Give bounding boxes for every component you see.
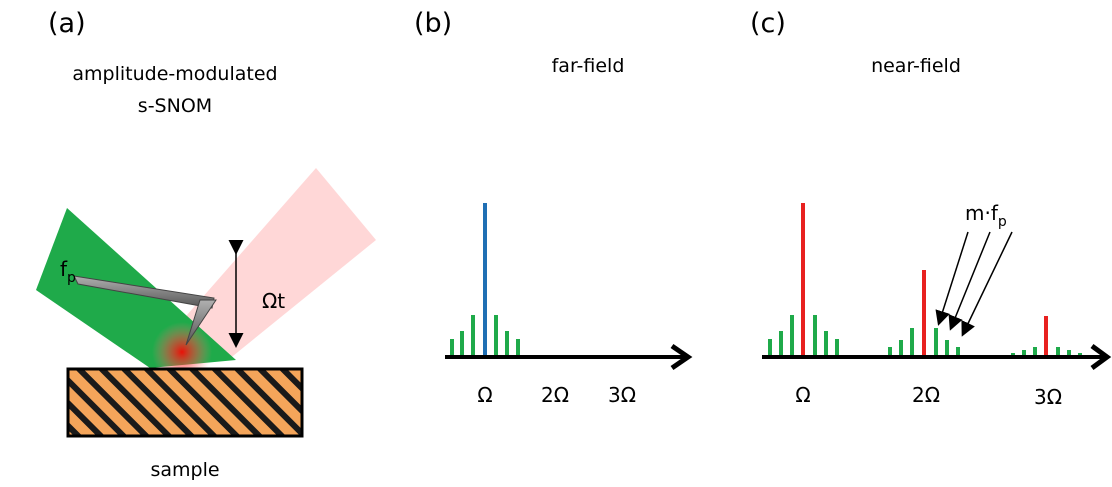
panel-label: (a)	[48, 8, 86, 39]
modulation-label: m·fp	[965, 201, 1007, 230]
label-subscript: p	[998, 214, 1007, 230]
panel-title: amplitude-modulated	[72, 63, 277, 85]
spectrum	[768, 203, 1082, 357]
axis-label: 3Ω	[1034, 385, 1062, 409]
oscillation-label: Ωt	[262, 289, 285, 313]
panel-title: near-field	[871, 55, 961, 77]
panel-label: (c)	[750, 8, 786, 39]
axis-label: Ω	[795, 383, 810, 407]
axis-label: 3Ω	[608, 383, 636, 407]
axis-label: 2Ω	[541, 383, 569, 407]
panel-label: (b)	[414, 8, 452, 39]
pointer-arrow	[939, 232, 968, 323]
panel-title: s-SNOM	[138, 95, 212, 117]
figure: (a) amplitude-modulated s-SNOM fp Ωt sam…	[0, 0, 1112, 487]
sample	[68, 369, 302, 436]
spectrum	[450, 203, 520, 357]
label-subscript: p	[67, 270, 76, 286]
axis-label: 2Ω	[912, 383, 940, 407]
pointer-arrow	[963, 232, 1012, 334]
pointer-arrow	[951, 232, 990, 328]
axis-label: Ω	[477, 383, 492, 407]
panel-title: far-field	[552, 55, 625, 77]
sample-label: sample	[150, 459, 219, 481]
label-base: m·f	[965, 201, 999, 225]
